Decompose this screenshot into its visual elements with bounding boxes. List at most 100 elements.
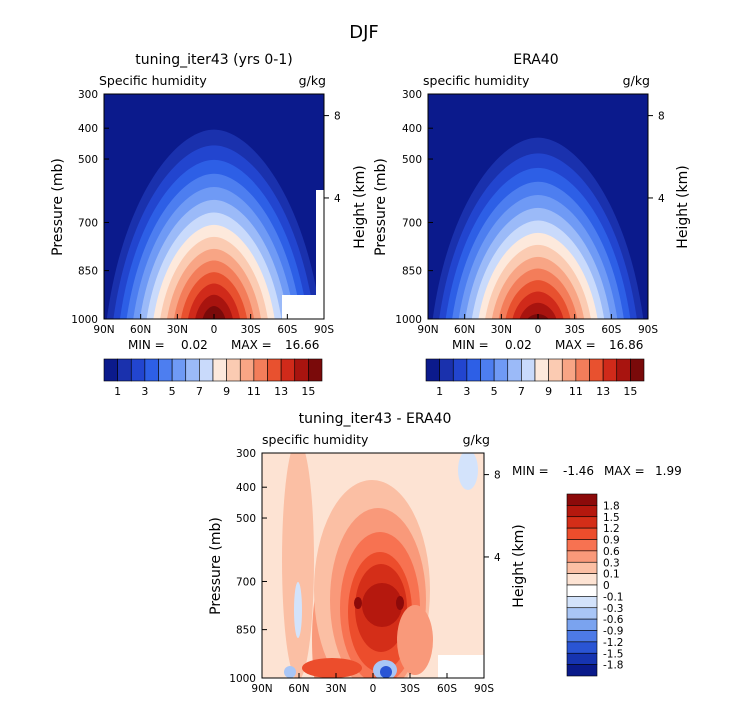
colorbar-swatch: [158, 358, 173, 382]
colorbar-label: 15: [301, 385, 315, 398]
colorbar-label: 15: [623, 385, 637, 398]
y2-axis-label: Height (km): [352, 165, 368, 248]
y2-axis-label: Height (km): [511, 524, 527, 607]
axes: 90N 60N 30N 0 30S 60S 90S 300 400 500 700 850 1000 8 4: [395, 89, 665, 336]
colorbar-swatch: [480, 358, 495, 382]
min-value: 0.02: [505, 338, 532, 352]
axes: 90N 60N 30N 0 30S 60S 90S 300 400 500 700 850 1000 8 4: [71, 89, 341, 336]
contour-fill: [282, 453, 478, 678]
max-value: 16.86: [609, 338, 643, 352]
colorbar-swatch: [566, 630, 598, 643]
x-tick-label: 60N: [130, 324, 151, 336]
colorbar-label: 13: [596, 385, 610, 398]
y-tick-label: 1000: [395, 314, 422, 326]
colorbar-swatch: [566, 493, 598, 506]
colorbar-label: 0: [603, 580, 610, 592]
colorbar-model: 1 3 5 7 9 11 13 15: [103, 358, 323, 398]
contour-fill: [432, 137, 644, 319]
contour-band: [202, 305, 226, 319]
panel-units: g/kg: [623, 73, 650, 88]
colorbar-swatch: [212, 358, 227, 382]
contour-band: [362, 583, 402, 627]
y-axis-label: Pressure (mb): [50, 158, 66, 256]
y2-tick-label: 4: [494, 552, 501, 564]
panel-title: tuning_iter43 (yrs 0-1): [135, 52, 292, 68]
colorbar-label: -1.5: [603, 648, 624, 660]
panel-reanalysis: ERA40 specific humidity g/kg 90N 60N 30N 0 3…: [373, 52, 691, 352]
colorbar-label: -0.9: [603, 626, 624, 638]
colorbar-swatch: [566, 596, 598, 609]
missing-data-region: [438, 655, 484, 678]
min-label: MIN =: [512, 464, 549, 478]
colorbar-swatch: [575, 358, 590, 382]
max-value: 1.99: [655, 464, 682, 478]
y-tick-label: 300: [236, 448, 256, 460]
missing-data-strip: [316, 190, 324, 320]
contour-band: [396, 596, 404, 610]
min-label: MIN =: [128, 338, 165, 352]
colorbar-swatch: [507, 358, 522, 382]
panel-title: tuning_iter43 - ERA40: [299, 411, 452, 427]
colorbar-swatch: [566, 652, 598, 665]
x-tick-label: 90N: [417, 324, 438, 336]
colorbar-swatch: [566, 561, 598, 574]
colorbar-swatch: [253, 358, 268, 382]
colorbar-label: -0.6: [603, 614, 624, 626]
x-tick-label: 60S: [437, 683, 457, 695]
contour-band: [354, 597, 362, 609]
colorbar-difference: 1.81.51.20.90.60.30.10-0.1-0.3-0.6-0.9-1…: [566, 493, 624, 677]
contour-band: [519, 302, 557, 319]
colorbar-label: 1.8: [603, 500, 620, 512]
colorbar-swatch: [566, 664, 598, 677]
x-tick-label: 0: [535, 324, 542, 336]
y-tick-label: 300: [78, 89, 98, 101]
colorbar-swatch: [566, 539, 598, 552]
y-tick-label: 700: [78, 217, 98, 229]
y-tick-label: 700: [402, 217, 422, 229]
x-tick-label: 90S: [314, 324, 334, 336]
x-tick-label: 90N: [93, 324, 114, 336]
min-label: MIN =: [452, 338, 489, 352]
colorbar-swatch: [566, 505, 598, 518]
x-tick-label: 60N: [288, 683, 309, 695]
colorbar-swatch: [548, 358, 563, 382]
colorbar-label: 13: [274, 385, 288, 398]
y-tick-label: 500: [236, 513, 256, 525]
min-value: 0.02: [181, 338, 208, 352]
colorbar-label: 9: [223, 385, 230, 398]
min-value: -1.46: [563, 464, 594, 478]
panel-units: g/kg: [299, 73, 326, 88]
colorbar-swatch: [199, 358, 214, 382]
colorbar-swatch: [566, 516, 598, 529]
y-axis-label: Pressure (mb): [373, 158, 389, 256]
y-tick-label: 400: [236, 482, 256, 494]
colorbar-swatch: [171, 358, 187, 382]
colorbar-swatch: [521, 358, 536, 382]
colorbar-label: 1.2: [603, 523, 620, 535]
panel-subtitle-left: specific humidity: [262, 432, 369, 447]
colorbar-swatch: [566, 550, 598, 563]
colorbar-swatch: [239, 358, 255, 382]
x-tick-label: 30N: [167, 324, 188, 336]
axes: 90N 60N 30N 0 30S 60S 90S 300 400 500 700 850 1000 8 4: [229, 448, 501, 695]
colorbar-swatch: [425, 358, 440, 382]
colorbar-swatch: [566, 607, 598, 620]
contour-band: [458, 453, 478, 490]
colorbar-swatch: [566, 641, 598, 654]
colorbar-swatch: [103, 358, 118, 382]
y2-axis-label: Height (km): [675, 165, 691, 248]
x-tick-label: 90N: [251, 683, 272, 695]
y2-tick-label: 8: [658, 111, 665, 123]
colorbar-swatch: [602, 358, 618, 382]
x-tick-label: 30N: [325, 683, 346, 695]
figure-title: DJF: [349, 22, 379, 43]
x-tick-label: 30S: [400, 683, 420, 695]
colorbar-label: 5: [169, 385, 176, 398]
colorbar-label: 1: [114, 385, 121, 398]
max-label: MAX =: [555, 338, 596, 352]
y-axis-label: Pressure (mb): [208, 517, 224, 615]
contour-band: [302, 658, 362, 678]
colorbar-label: -0.3: [603, 603, 624, 615]
colorbar-swatch: [566, 584, 598, 597]
